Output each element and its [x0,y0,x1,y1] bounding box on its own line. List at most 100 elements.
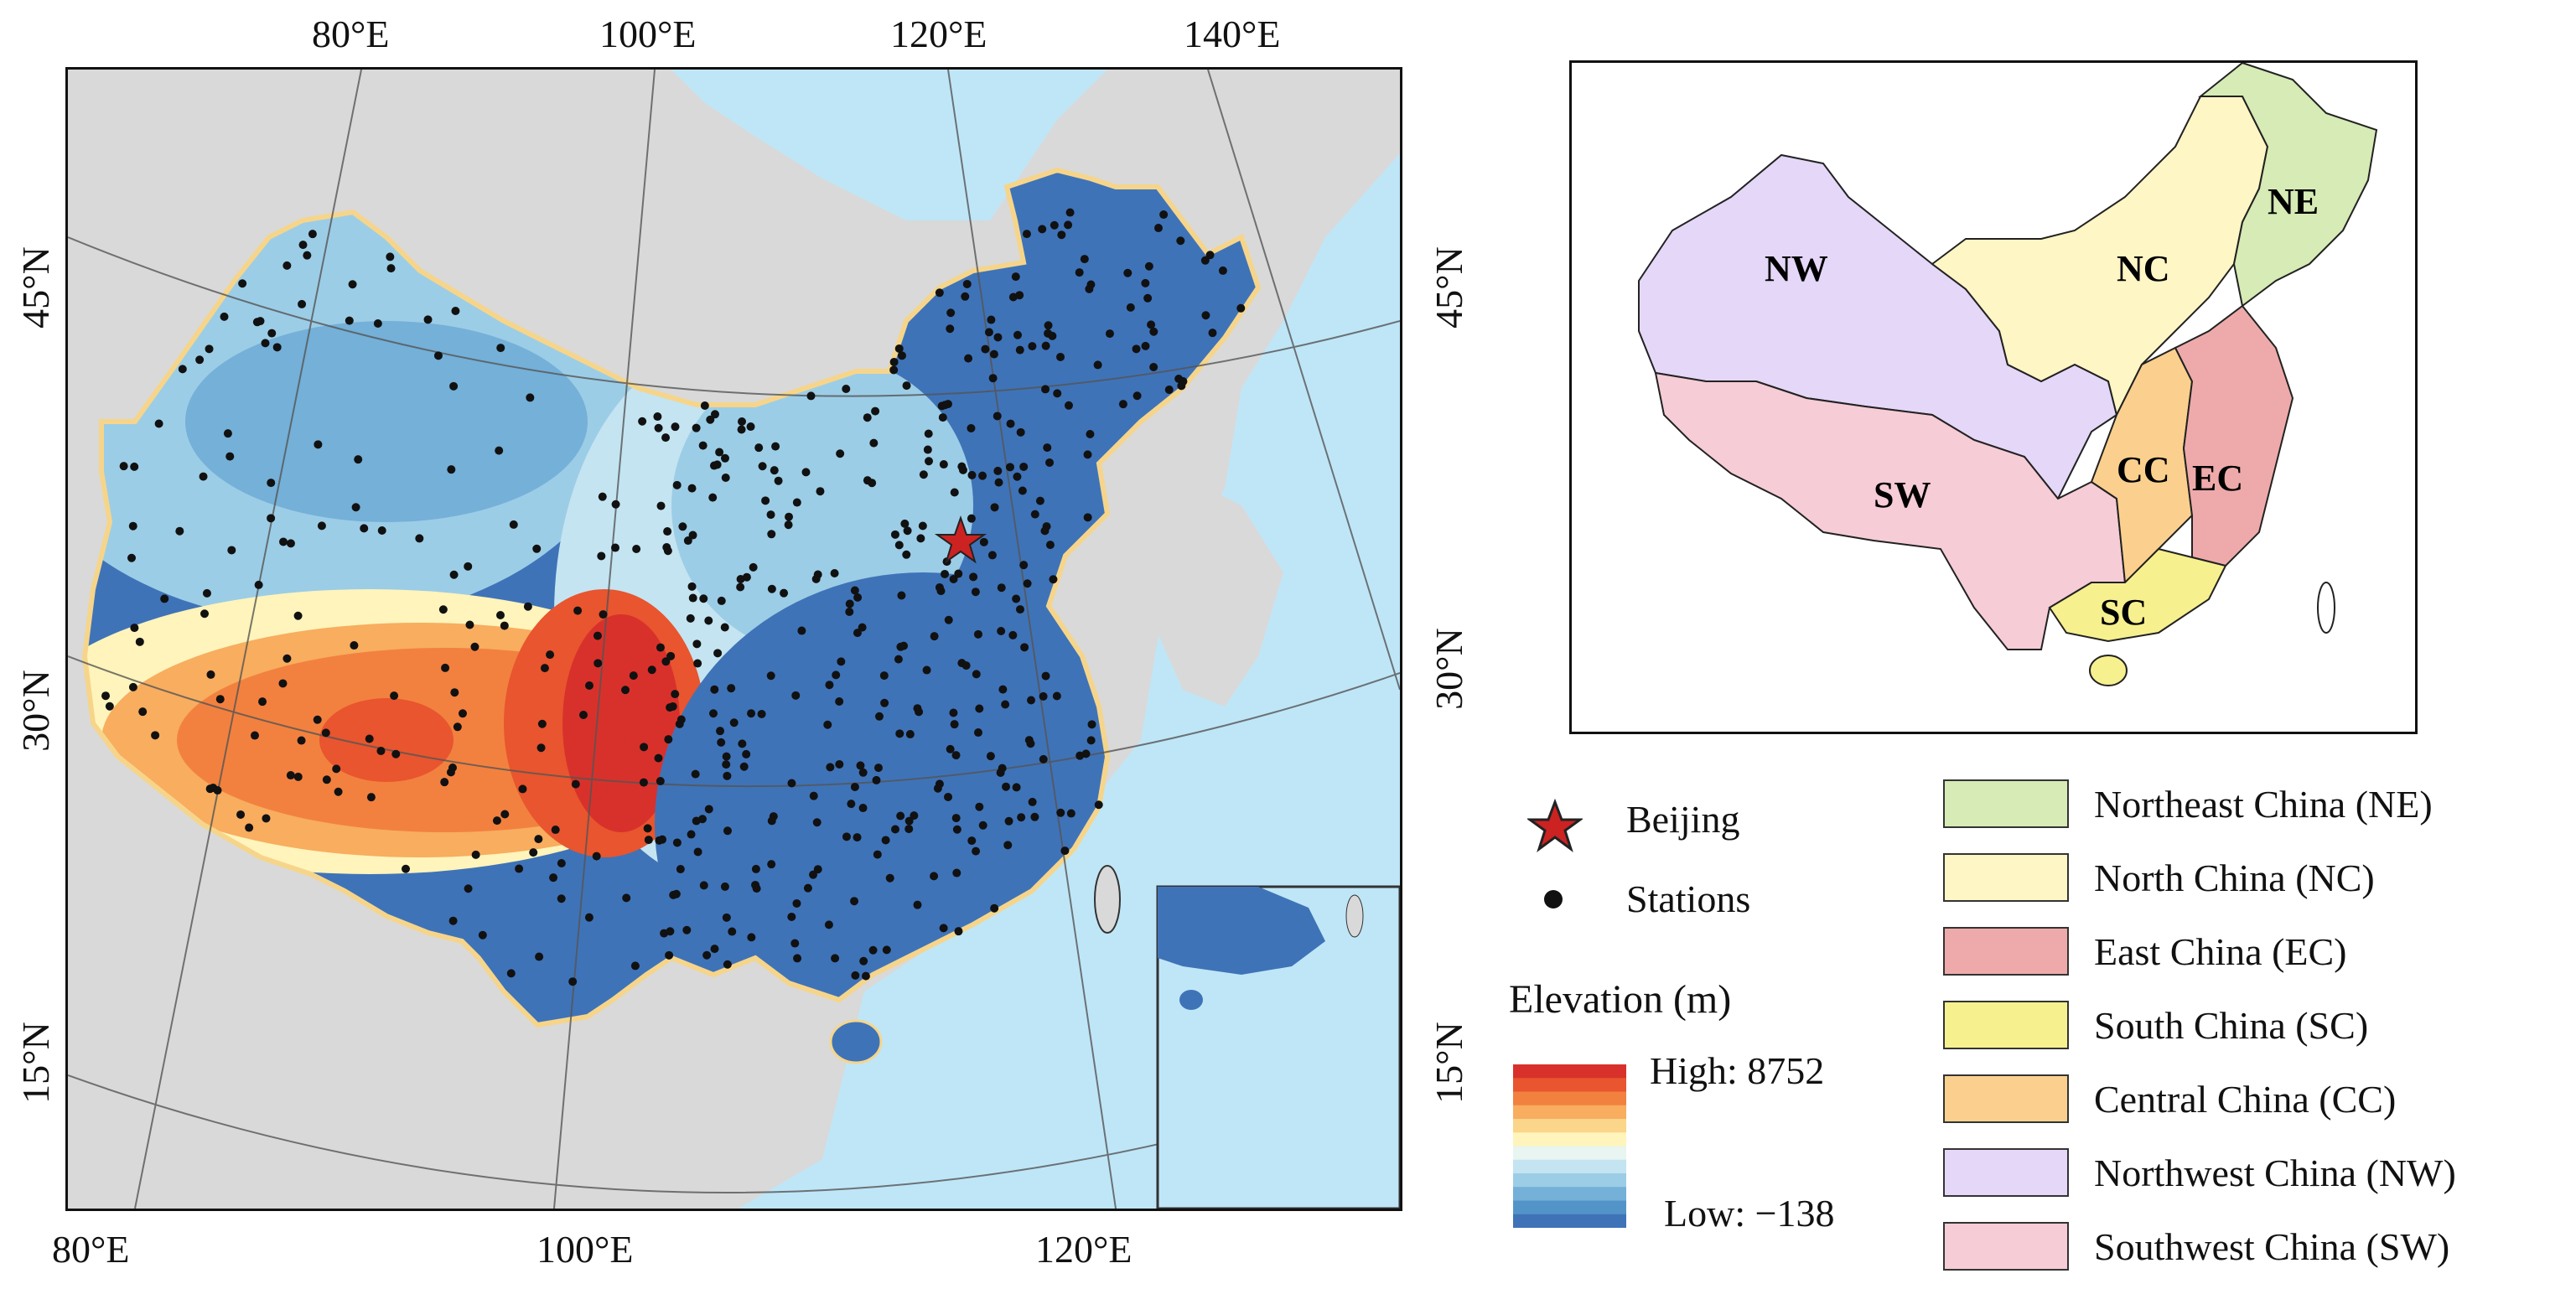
station-dot [278,679,288,688]
station-dot [225,452,235,461]
station-dot [790,939,800,948]
station-dot [656,501,666,510]
station-dot [101,691,111,701]
station-dot [267,514,276,523]
station-dot [573,606,583,615]
station-dot [256,317,265,326]
station-dot [465,620,474,629]
lon-label-bottom: 100°E [536,1228,634,1271]
station-dot [1065,208,1075,217]
station-dot [935,288,944,298]
station-dot [678,522,687,531]
station-dot [1056,808,1065,817]
station-dot [961,292,970,301]
station-dot [710,945,719,954]
station-dot [376,746,386,755]
station-dot [402,864,411,873]
station-dot [987,551,997,560]
region-legend-label: North China (NC) [2094,856,2375,899]
station-dot [313,715,322,724]
station-dot [654,423,663,432]
station-dot [850,897,859,906]
station-dot [220,312,229,321]
station-dot [1057,230,1066,240]
station-dot [801,468,811,477]
station-dot [672,480,682,489]
station-dot [708,709,718,718]
station-dot [279,537,288,546]
station-dot [640,743,649,752]
region-legend-swatch [1943,1074,2069,1123]
station-dot [938,413,947,422]
station-dot [766,510,775,520]
station-dot [317,521,326,531]
station-dot [702,950,712,960]
station-dot [496,344,505,353]
station-dot [447,465,456,474]
station-dot [994,478,1003,487]
station-dot [1015,605,1024,614]
station-dot [793,954,802,963]
station-dot [585,681,594,690]
station-dot [941,569,950,578]
station-dot [728,927,737,936]
station-dot [1105,329,1114,339]
region-label-ec: EC [2192,458,2243,499]
station-dot [858,804,868,813]
station-dot [859,956,868,965]
station-dot [706,415,715,424]
station-dot [894,655,903,664]
station-dot [922,665,931,675]
station-dot [688,593,697,603]
station-dot [1040,526,1050,536]
station-dot [1019,462,1029,471]
station-dot [723,771,732,780]
station-dot [205,344,214,354]
station-dot [771,442,780,451]
region-map: NE NC NW SW CC EC SC [1569,60,2418,734]
station-dot [903,526,912,536]
station-dot [557,894,566,903]
station-dot [597,551,606,561]
station-dot [658,835,667,844]
station-dot [752,884,761,893]
station-dot [720,623,729,632]
station-dot [758,462,767,471]
lon-label-top: 120°E [890,13,987,55]
station-dot [386,252,395,261]
station-dot [298,299,307,308]
station-dot [825,681,834,690]
station-dot [568,977,578,986]
station-dot [889,365,899,375]
region-legend-swatch [1943,1222,2069,1271]
station-dot [529,848,538,857]
station-dot [664,735,673,744]
station-dot [847,800,856,809]
station-dot [845,608,854,617]
station-dot [666,651,676,660]
station-dot [686,613,695,623]
station-dot [930,872,939,881]
station-dot [1035,496,1044,505]
beijing-marker [934,515,987,564]
station-dot [1030,812,1039,821]
station-dot [856,761,865,770]
station-dot [536,743,546,753]
station-dot [704,805,713,814]
station-dot [809,870,818,879]
station-dot [967,836,977,846]
station-dot [989,349,998,359]
station-dot [254,580,263,589]
station-dot [737,425,746,434]
station-dot [1066,809,1075,818]
station-dot [918,521,927,531]
station-dot [1149,362,1158,371]
station-dot [842,832,851,841]
station-dot [661,433,671,443]
station-dot [557,859,566,868]
station-dot [973,728,982,738]
station-dot [924,429,933,438]
station-dot [470,642,479,651]
station-dot [534,835,543,844]
station-dot [858,623,867,632]
